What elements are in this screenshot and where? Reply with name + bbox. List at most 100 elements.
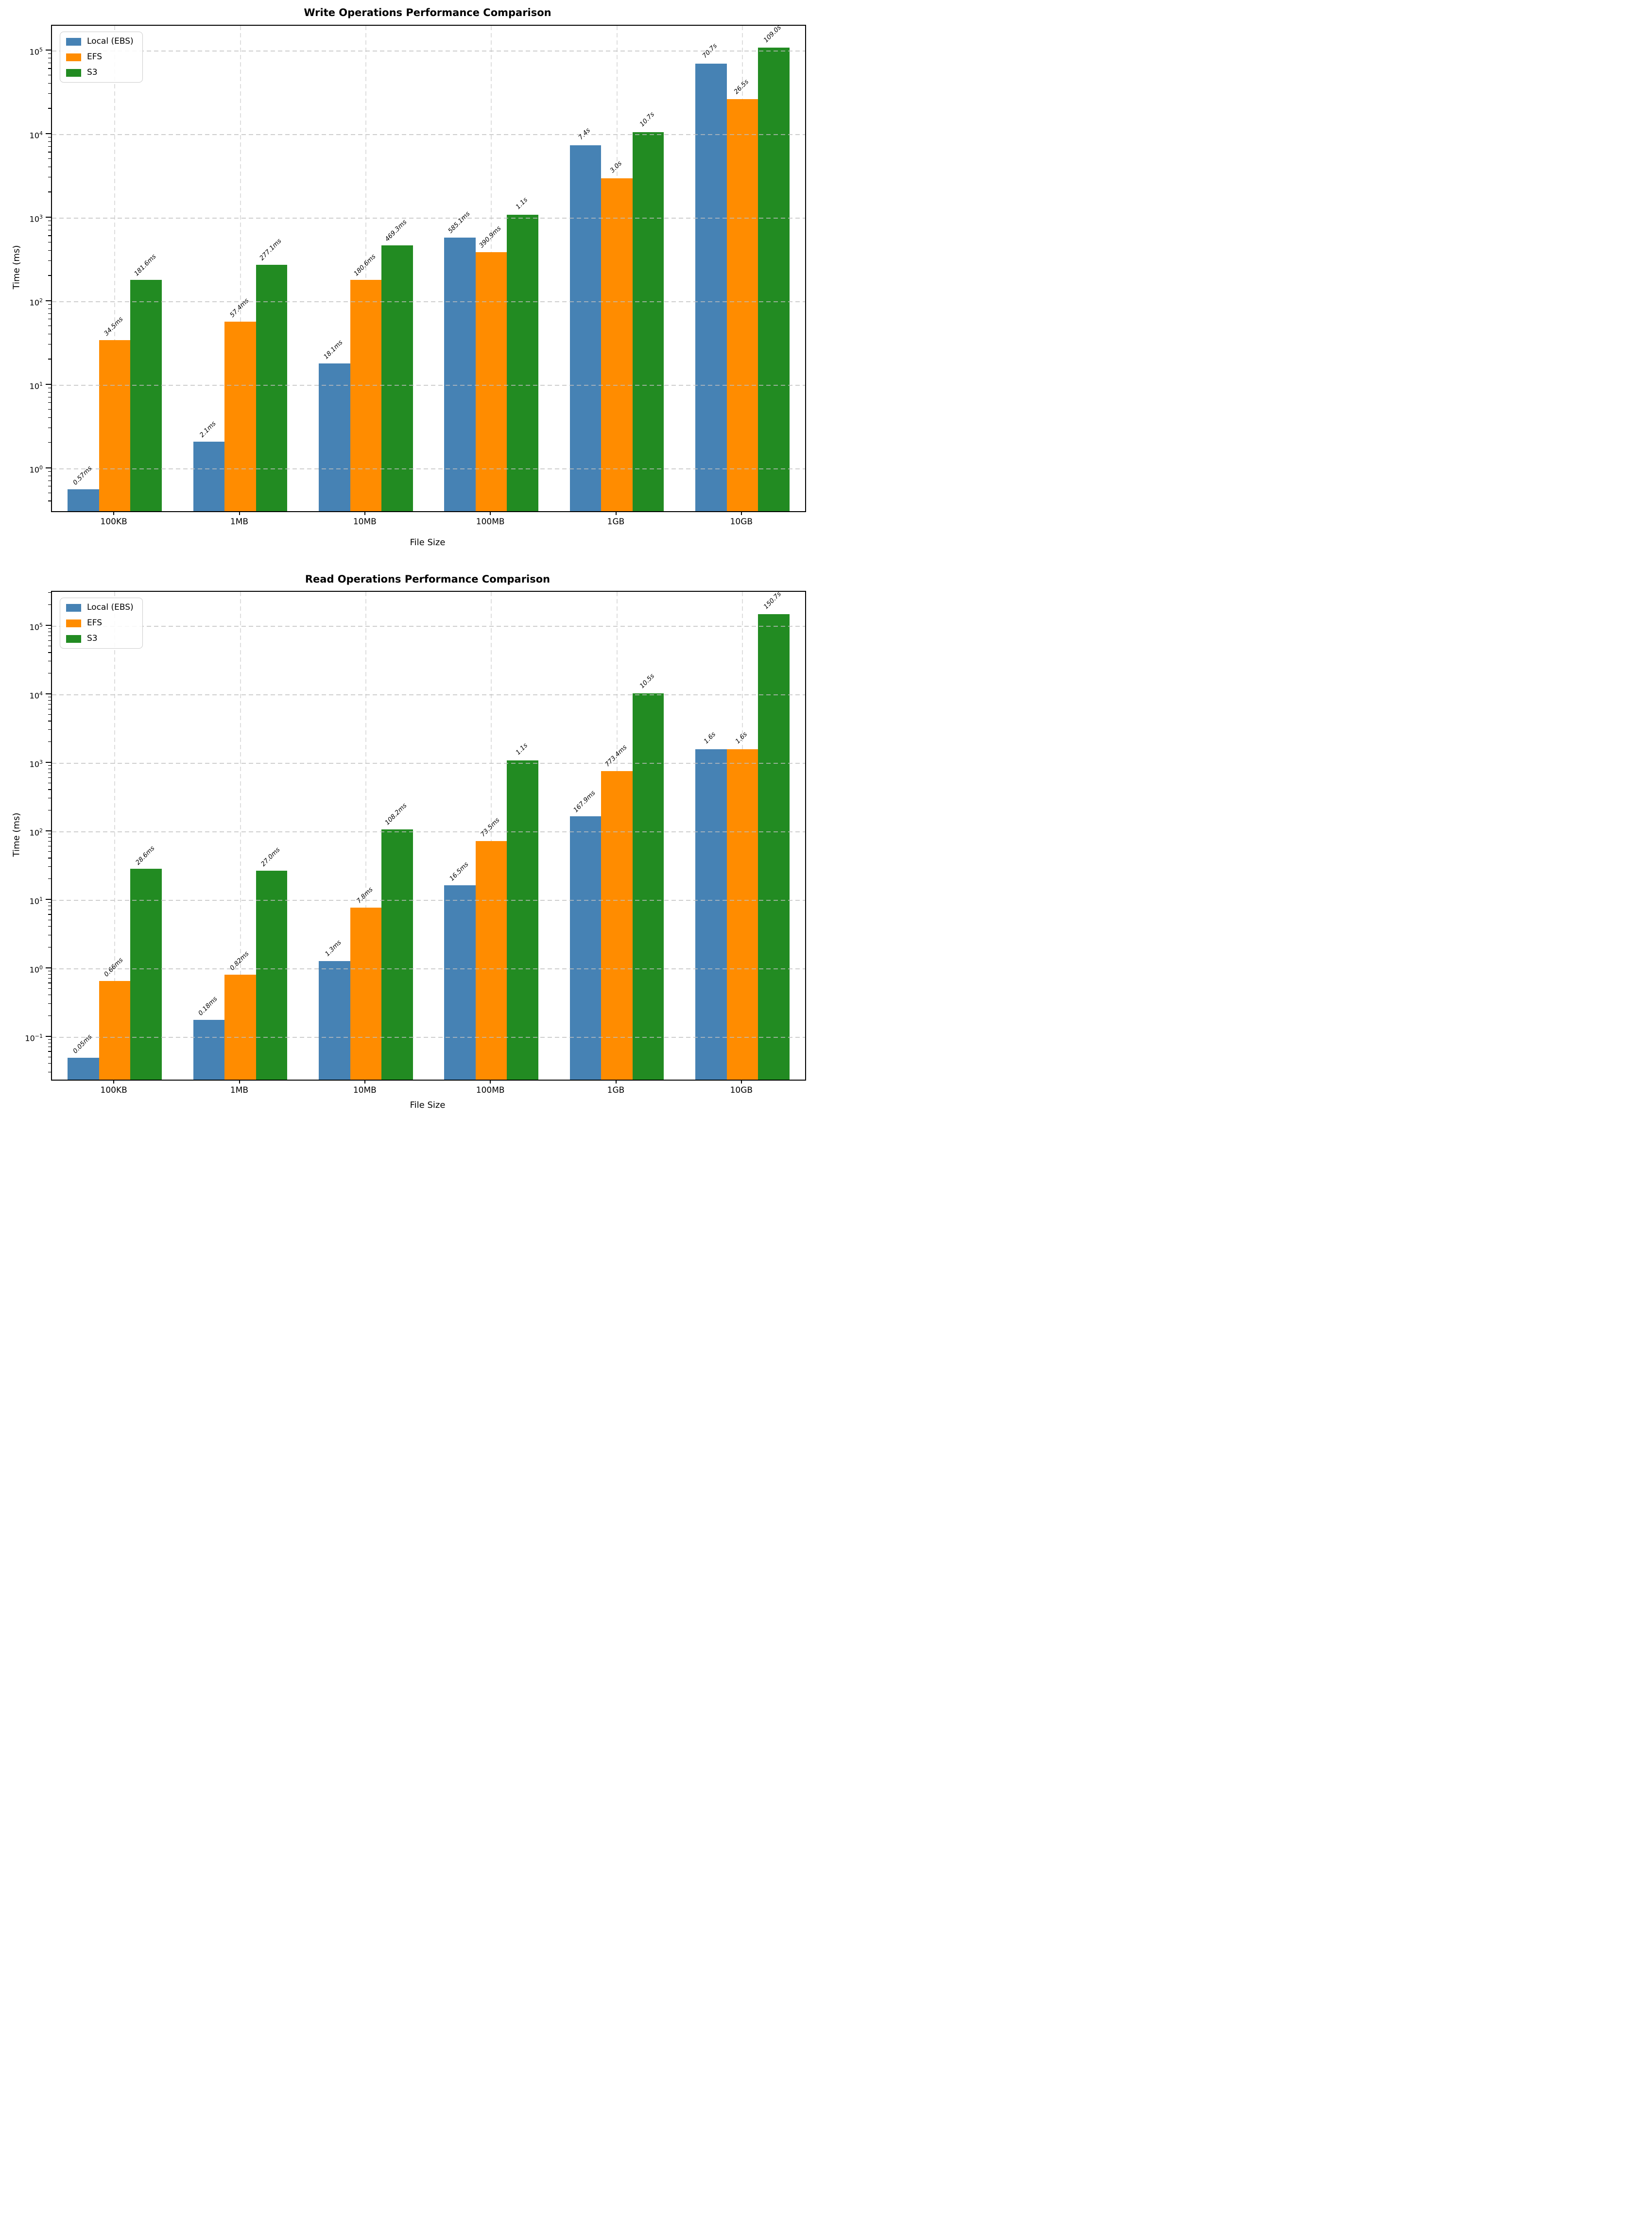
x-tick [113, 1080, 115, 1084]
y-tick-label: 104 [29, 130, 43, 140]
y-minor-tick [48, 700, 51, 701]
y-major-tick [46, 967, 51, 968]
x-tick-label-1mb: 1MB [230, 517, 249, 527]
gridline-v-100kb [114, 26, 116, 511]
plot-area-read: Local (EBS) EFS S3 [51, 591, 806, 1081]
y-minor-tick [48, 392, 51, 393]
y-tick-label: 103 [29, 213, 43, 224]
bar-local-ebs-10mb [318, 363, 350, 511]
bar-value-label-local-ebs-10mb: 18.1ms [322, 339, 344, 361]
x-tick [364, 511, 365, 515]
y-minor-tick [48, 409, 51, 410]
x-tick [113, 511, 115, 515]
x-tick [740, 511, 742, 515]
y-tick-label: 103 [29, 758, 43, 769]
bar-value-label-s3-100mb: 1.1s [514, 742, 529, 757]
x-tick-label-10gb: 10GB [730, 1085, 753, 1095]
y-tick-label: 100 [29, 964, 43, 974]
bar-value-label-efs-1gb: 773.4ms [603, 743, 628, 769]
y-major-tick [46, 133, 51, 134]
y-tick-label: 102 [29, 297, 43, 307]
bar-s3-10gb [758, 614, 790, 1080]
bar-local-ebs-10gb [695, 749, 727, 1080]
gridline-h-10e4 [52, 134, 805, 135]
bar-value-label-s3-100mb: 1.1s [514, 196, 529, 211]
x-tick-label-100kb: 100KB [100, 517, 127, 527]
bar-local-ebs-1gb [569, 145, 602, 511]
bar-value-label-local-ebs-1gb: 7.4s [577, 127, 592, 142]
legend-swatch-icon [66, 69, 81, 77]
bar-efs-100kb [99, 981, 131, 1080]
x-tick-label-100kb: 100KB [100, 1085, 127, 1095]
bar-efs-10mb [350, 280, 382, 511]
y-minor-tick [48, 158, 51, 159]
figure-canvas: Write Operations Performance Comparison … [0, 0, 826, 1118]
y-major-tick [46, 300, 51, 301]
read-operations-chart: Read Operations Performance Comparison T… [0, 0, 826, 1118]
chart-title-read: Read Operations Performance Comparison [305, 573, 551, 585]
bar-s3-100mb [507, 214, 539, 511]
bar-local-ebs-100mb [444, 885, 476, 1080]
legend-swatch-icon [66, 603, 81, 612]
legend-label: S3 [87, 634, 98, 643]
y-major-tick [46, 624, 51, 626]
legend-swatch-icon [66, 37, 81, 46]
legend-item-s3: S3 [66, 634, 134, 643]
y-minor-tick [48, 260, 51, 261]
bar-value-label-s3-1gb: 10.7s [638, 111, 656, 129]
y-minor-tick [48, 714, 51, 715]
y-minor-tick [48, 628, 51, 629]
y-minor-tick [48, 902, 51, 903]
legend-swatch-icon [66, 635, 81, 643]
y-minor-tick [48, 141, 51, 142]
y-tick-label: 105 [29, 46, 43, 57]
bar-value-label-local-ebs-10gb: 70.7s [701, 42, 719, 60]
x-tick [615, 511, 617, 515]
bar-value-label-local-ebs-1mb: 0.18ms [197, 995, 219, 1017]
y-minor-tick [48, 926, 51, 927]
y-major-tick [46, 216, 51, 218]
y-minor-tick [48, 765, 51, 766]
y-tick-label: 10−1 [25, 1032, 43, 1043]
gridline-h-10e4 [52, 694, 805, 695]
bar-local-ebs-100mb [444, 237, 476, 511]
bar-efs-100mb [475, 841, 507, 1080]
legend-item-local-ebs: Local (EBS) [66, 37, 134, 46]
y-axis-label-write: Time (ms) [11, 245, 22, 290]
bar-value-label-local-ebs-10gb: 1.6s [703, 731, 718, 746]
bar-value-label-efs-10gb: 1.6s [734, 731, 749, 746]
gridline-v-10mb [365, 592, 366, 1080]
legend-swatch-icon [66, 619, 81, 627]
y-tick-label: 102 [29, 827, 43, 838]
y-minor-tick [48, 640, 51, 641]
y-minor-tick [48, 988, 51, 989]
bar-s3-100mb [507, 760, 539, 1080]
bar-s3-1gb [632, 132, 664, 511]
y-major-tick [46, 467, 51, 468]
y-minor-tick [48, 974, 51, 975]
y-major-tick [46, 49, 51, 51]
gridline-h-10e5 [52, 50, 805, 52]
x-tick-label-10mb: 10MB [353, 517, 377, 527]
gridline-h-10e-1 [52, 1036, 805, 1038]
bar-value-label-s3-10mb: 108.2ms [384, 802, 409, 827]
bar-value-label-efs-10mb: 180.6ms [352, 253, 378, 278]
x-tick [490, 511, 491, 515]
gridline-v-1mb [240, 592, 241, 1080]
legend-label: EFS [87, 618, 103, 628]
bar-local-ebs-1mb [193, 442, 225, 511]
bar-value-label-local-ebs-100kb: 0.57ms [71, 465, 93, 487]
bar-s3-10mb [381, 245, 413, 511]
bar-efs-1mb [224, 322, 256, 511]
y-minor-tick [48, 1015, 51, 1016]
legend-label: Local (EBS) [87, 602, 134, 612]
gridline-v-1gb [616, 26, 618, 511]
y-minor-tick [48, 442, 51, 443]
x-tick-label-10gb: 10GB [730, 517, 753, 527]
gridline-h-10e1 [52, 384, 805, 386]
y-tick-label: 101 [29, 380, 43, 391]
bar-value-label-efs-100mb: 390.9ms [478, 225, 503, 250]
bar-efs-10mb [350, 907, 382, 1080]
y-major-tick [46, 761, 51, 763]
legend-label: Local (EBS) [87, 36, 134, 46]
